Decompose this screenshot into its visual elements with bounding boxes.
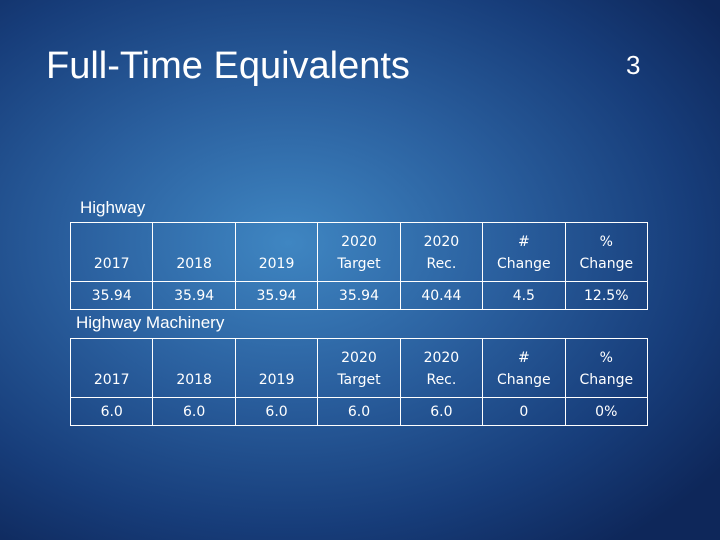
- data-cell: 35.94: [69, 281, 154, 310]
- data-cell: 6.0: [399, 397, 484, 426]
- header-text: 2019: [258, 256, 295, 272]
- data-cell: 6.0: [152, 397, 236, 426]
- slide-title: Full-Time Equivalents: [46, 45, 410, 87]
- header-row: 2017 2018 2019 2020 Target 2020 Rec. # Change…: [69, 222, 649, 282]
- header-cell: % Change: [564, 222, 649, 282]
- data-cell: 40.44: [399, 281, 484, 310]
- header-cell: 2017: [69, 222, 154, 282]
- header-row: 2017 2018 2019 2020 Target 2020 Rec. # Change…: [69, 338, 649, 398]
- header-text: 2020 Rec.: [423, 350, 460, 388]
- page-number: 3: [626, 50, 641, 80]
- data-cell: 6.0: [317, 397, 401, 426]
- header-text: % Change: [579, 234, 634, 272]
- data-cell: 0%: [564, 397, 649, 426]
- header-cell: # Change: [482, 338, 566, 398]
- data-cell: 35.94: [152, 281, 236, 310]
- header-cell: 2020 Target: [317, 338, 401, 398]
- header-cell: 2018: [152, 338, 236, 398]
- header-text: 2018: [176, 372, 212, 388]
- header-text: # Change: [497, 350, 551, 388]
- data-cell: 35.94: [317, 281, 401, 310]
- header-cell: 2020 Rec.: [399, 222, 484, 282]
- data-cell: 6.0: [234, 397, 319, 426]
- data-row: 6.0 6.0 6.0 6.0 6.0 0 0%: [69, 397, 649, 426]
- header-text: 2017: [93, 256, 130, 272]
- header-cell: 2020 Target: [317, 222, 401, 282]
- data-table: 2017 2018 2019 2020 Target 2020 Rec. # Change…: [69, 222, 649, 310]
- header-text: 2020 Rec.: [423, 234, 460, 272]
- header-text: # Change: [497, 234, 551, 272]
- data-cell: 4.5: [482, 281, 566, 310]
- data-cell: 12.5%: [564, 281, 649, 310]
- data-cell: 35.94: [234, 281, 319, 310]
- data-table: 2017 2018 2019 2020 Target 2020 Rec. # Change…: [69, 338, 649, 426]
- header-text: 2017: [93, 372, 130, 388]
- data-cell: 0: [482, 397, 566, 426]
- header-cell: 2019: [234, 338, 319, 398]
- header-cell: 2018: [152, 222, 236, 282]
- section-label: Highway: [80, 198, 146, 217]
- header-text: 2018: [176, 256, 212, 272]
- data-row: 35.94 35.94 35.94 35.94 40.44 4.5 12.5%: [69, 281, 649, 310]
- data-cell: 6.0: [69, 397, 154, 426]
- section-label: Highway Machinery: [76, 313, 225, 332]
- header-text: % Change: [579, 350, 634, 388]
- header-text: 2020 Target: [337, 350, 381, 388]
- header-cell: % Change: [564, 338, 649, 398]
- header-cell: 2019: [234, 222, 319, 282]
- header-text: 2019: [258, 372, 295, 388]
- header-text: 2020 Target: [337, 234, 381, 272]
- header-cell: 2020 Rec.: [399, 338, 484, 398]
- header-cell: 2017: [69, 338, 154, 398]
- header-cell: # Change: [482, 222, 566, 282]
